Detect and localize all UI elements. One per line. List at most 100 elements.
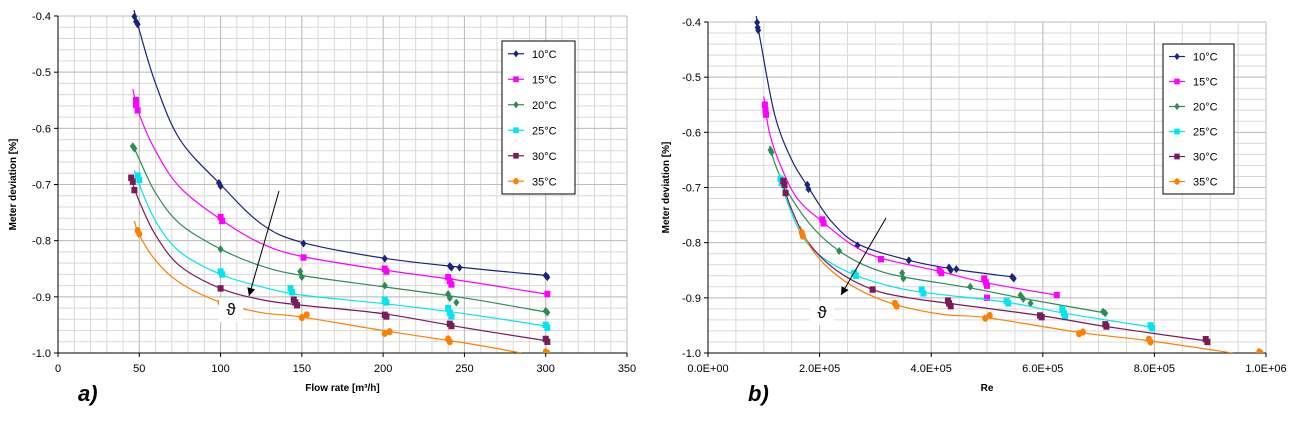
data-point bbox=[448, 263, 455, 272]
x-tick-label: 6.0E+05 bbox=[1022, 363, 1063, 375]
data-point bbox=[1059, 305, 1066, 313]
series-35°C bbox=[798, 225, 1264, 353]
data-point bbox=[544, 338, 551, 345]
x-tick-label: 150 bbox=[293, 363, 311, 375]
data-point bbox=[852, 272, 859, 279]
data-point bbox=[544, 290, 551, 298]
legend-box bbox=[1162, 43, 1235, 195]
data-point bbox=[782, 189, 789, 197]
annotation-label: ϑ bbox=[226, 300, 236, 319]
data-point bbox=[819, 216, 826, 223]
legend-label: 15°C bbox=[532, 74, 557, 86]
data-point bbox=[136, 230, 143, 238]
x-tick-label: 1.0E+06 bbox=[1245, 363, 1286, 375]
data-point bbox=[129, 178, 136, 185]
data-point bbox=[448, 313, 455, 320]
data-point bbox=[768, 148, 775, 157]
data-point bbox=[383, 299, 390, 306]
data-point bbox=[128, 174, 135, 181]
data-point bbox=[446, 293, 453, 302]
data-point bbox=[134, 107, 141, 114]
data-point bbox=[920, 290, 927, 297]
legend: 10°C 15°C 20°C 25°C 30°C 35°C bbox=[501, 40, 576, 195]
series-15°C bbox=[132, 88, 551, 298]
y-tick-label: -0.7 bbox=[32, 180, 51, 192]
data-point bbox=[386, 328, 393, 336]
data-point bbox=[1053, 291, 1060, 299]
annotation-arrow bbox=[248, 190, 280, 297]
x-axis-title: Flow rate [m³/h] bbox=[305, 383, 379, 394]
x-tick-label: 300 bbox=[537, 363, 555, 375]
y-tick-label: -0.6 bbox=[682, 127, 701, 139]
x-tick-label: 100 bbox=[211, 363, 229, 375]
legend-entry: 15°C bbox=[1169, 77, 1218, 89]
data-point bbox=[383, 313, 390, 320]
series-curve bbox=[133, 170, 546, 327]
data-point bbox=[133, 101, 140, 108]
legend-marker bbox=[1174, 178, 1180, 185]
y-tick-label: -0.8 bbox=[32, 236, 51, 248]
series-10°C bbox=[754, 16, 1017, 283]
legend-label: 35°C bbox=[1193, 177, 1218, 189]
data-point bbox=[938, 269, 945, 277]
series-30°C bbox=[128, 174, 551, 345]
annotation-arrowhead bbox=[841, 286, 849, 295]
series-curve bbox=[133, 10, 546, 277]
x-tick-label: 8.0E+05 bbox=[1134, 363, 1175, 375]
series-15°C bbox=[761, 96, 1060, 302]
data-point bbox=[1038, 313, 1045, 321]
data-point bbox=[1062, 313, 1069, 321]
data-point bbox=[986, 311, 993, 320]
series-curve bbox=[133, 220, 522, 353]
series-curve bbox=[763, 96, 1057, 296]
y-tick-label: -0.7 bbox=[682, 183, 701, 195]
data-point bbox=[383, 268, 390, 275]
legend-box bbox=[501, 40, 576, 195]
data-point bbox=[755, 26, 762, 35]
y-tick-label: -0.9 bbox=[682, 293, 701, 305]
x-tick-label: 4.0E+05 bbox=[911, 363, 952, 375]
legend-entry: 25°C bbox=[508, 125, 557, 137]
data-point bbox=[761, 101, 768, 108]
series-20°C bbox=[129, 142, 551, 317]
data-point bbox=[781, 181, 788, 188]
legend-marker bbox=[1174, 153, 1180, 160]
data-point bbox=[899, 269, 906, 278]
y-tick-label: -0.5 bbox=[682, 72, 701, 84]
data-point bbox=[905, 256, 912, 265]
panel-label-a: a) bbox=[78, 381, 98, 406]
y-axis-title: Meter deviation [%] bbox=[661, 142, 672, 234]
data-point bbox=[900, 274, 907, 283]
data-point bbox=[381, 254, 388, 263]
legend-marker bbox=[513, 50, 519, 58]
annotation-arrowhead bbox=[247, 287, 256, 296]
data-point bbox=[219, 217, 226, 225]
panel-label-b: b) bbox=[748, 381, 769, 406]
legend-entry: 25°C bbox=[1169, 127, 1218, 139]
x-tick-label: 200 bbox=[374, 363, 392, 375]
data-point bbox=[446, 277, 453, 285]
x-tick-label: 0 bbox=[55, 363, 61, 375]
data-point bbox=[217, 213, 224, 221]
legend-marker bbox=[1174, 52, 1180, 61]
legend-label: 20°C bbox=[1193, 102, 1218, 114]
series-25°C bbox=[133, 170, 551, 331]
data-point bbox=[984, 282, 990, 289]
data-point bbox=[448, 281, 455, 288]
x-tick-label: 50 bbox=[133, 363, 145, 375]
data-point bbox=[303, 311, 310, 319]
legend-marker bbox=[1174, 78, 1180, 85]
y-tick-label: -1.0 bbox=[32, 348, 51, 360]
legend: 10°C 15°C 20°C 25°C 30°C 35°C bbox=[1162, 43, 1235, 195]
legend-entry: 20°C bbox=[1169, 102, 1218, 114]
legend-label: 30°C bbox=[1193, 152, 1218, 164]
data-point bbox=[1010, 274, 1017, 283]
data-point bbox=[1061, 310, 1068, 317]
legend-entry: 30°C bbox=[1169, 152, 1218, 164]
data-point bbox=[953, 265, 960, 274]
chart-a: 0 50 100 150 200 250 300 350 -0.4 -0.5 -0.6 -0.7 -0.… bbox=[8, 10, 636, 394]
data-point bbox=[456, 263, 463, 272]
legend-label: 25°C bbox=[1193, 127, 1218, 139]
data-point bbox=[381, 281, 388, 290]
